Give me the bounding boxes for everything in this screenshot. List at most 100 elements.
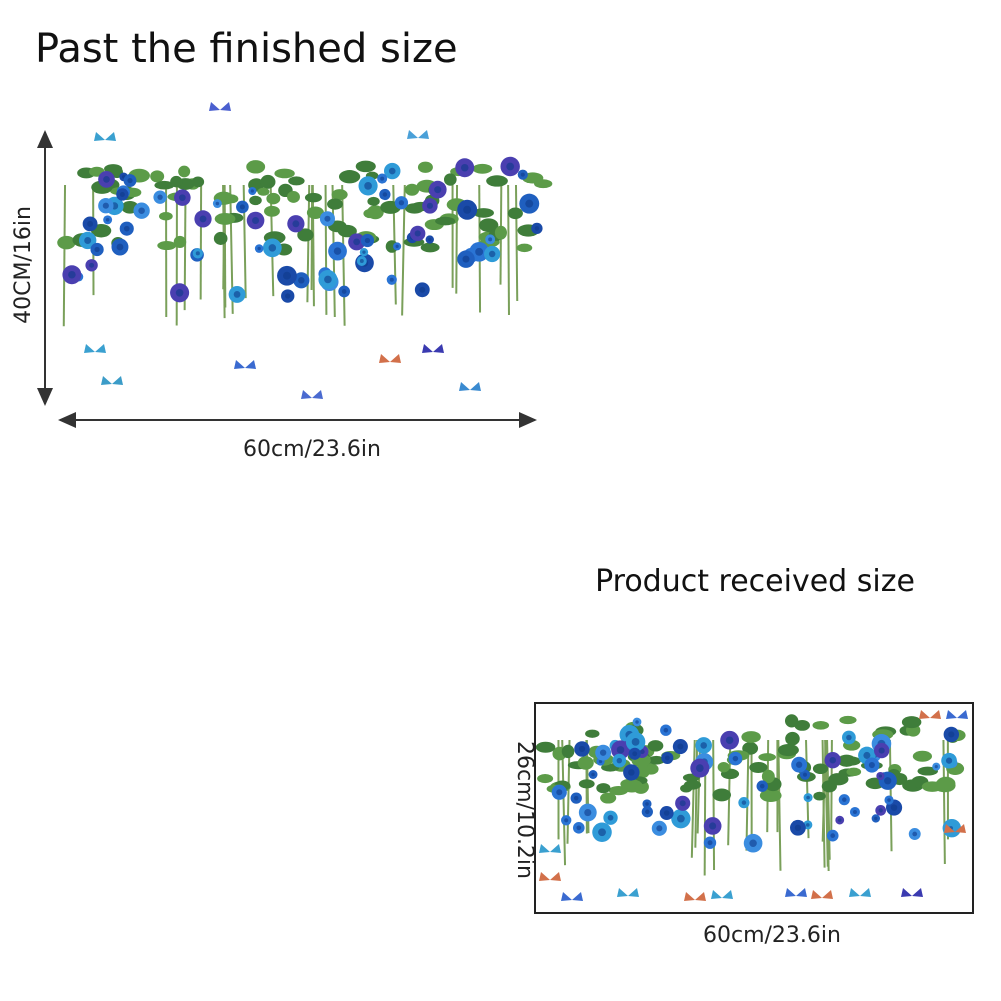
rose-center [525, 199, 534, 208]
rose-center [428, 237, 432, 242]
rose-center [677, 814, 685, 823]
rose-center [389, 277, 394, 282]
leaf [443, 173, 457, 186]
vine [777, 739, 782, 871]
rose-center [488, 250, 496, 258]
rose-center [759, 783, 765, 789]
vine [62, 184, 67, 327]
leaf [435, 216, 456, 226]
leaf [260, 174, 276, 189]
butterfly [84, 344, 106, 353]
leaf [777, 744, 799, 757]
rose-center [123, 225, 130, 232]
vine [311, 184, 315, 307]
rose-center [616, 746, 625, 754]
rose-center [794, 824, 802, 831]
section-title: Product received size [595, 564, 915, 599]
garland-illustration [535, 710, 968, 901]
rose-center [795, 761, 803, 768]
rose-center [252, 216, 260, 225]
leaf [839, 715, 857, 725]
rose-center [656, 825, 663, 832]
leaf [266, 192, 281, 205]
leaf [683, 780, 702, 790]
leaf [784, 714, 799, 728]
rose-center [696, 764, 704, 772]
leaf [749, 761, 768, 773]
rose-center [837, 818, 842, 822]
rose-center [749, 839, 757, 847]
height-label: 40CM/16in [11, 206, 36, 324]
rose-center [632, 751, 638, 757]
rose-center [250, 189, 254, 193]
rose-center [732, 755, 739, 762]
width-label: 60cm/23.6in [243, 437, 381, 462]
leaf [717, 762, 730, 773]
vine [745, 739, 750, 851]
leaf [404, 203, 424, 214]
rose-center [353, 238, 361, 246]
butterfly [944, 824, 966, 833]
rose-center [805, 823, 810, 827]
rose-center [426, 202, 434, 209]
rose-center [934, 765, 938, 769]
leaf [355, 160, 376, 173]
rose-center [663, 810, 670, 816]
leaf [912, 750, 933, 762]
rose-center [887, 798, 891, 802]
butterfly [684, 892, 706, 901]
rose-center [434, 186, 442, 194]
leaf [794, 719, 810, 731]
rose-center [195, 251, 200, 256]
butterfly [234, 360, 256, 369]
butterfly [811, 890, 833, 899]
rose-center [292, 220, 300, 228]
leaf [420, 242, 440, 253]
leaf [846, 767, 862, 777]
rose-center [878, 774, 883, 778]
butterfly [94, 132, 116, 141]
leaf [304, 192, 322, 203]
rose-center [359, 258, 364, 263]
leaf [561, 744, 575, 759]
rose-center [398, 200, 405, 206]
rose-center [268, 244, 277, 252]
rose-center [333, 247, 342, 255]
leaf [785, 731, 800, 746]
leaf [486, 175, 508, 187]
leaf [404, 183, 420, 196]
vine [561, 739, 567, 866]
leaf [337, 224, 357, 238]
leaf [647, 740, 664, 752]
butterfly [561, 892, 583, 901]
leaf [759, 788, 782, 803]
leaf [537, 774, 554, 784]
rose-center [380, 176, 385, 181]
vine [690, 739, 696, 858]
rose-center [829, 756, 837, 764]
rose-center [616, 757, 623, 764]
rose-center [364, 237, 371, 244]
rose-center [283, 271, 291, 280]
rose-center [419, 286, 426, 293]
rose-center [806, 795, 810, 800]
rose-center [599, 749, 607, 756]
rose-center [884, 777, 892, 785]
leaf [154, 180, 175, 190]
leaf [812, 763, 829, 775]
rose-center [945, 757, 953, 764]
leaf [173, 235, 187, 249]
butterfly [209, 102, 231, 111]
leaf [417, 161, 433, 173]
leaf [338, 170, 361, 184]
leaf [473, 208, 494, 218]
rose-center [506, 162, 515, 171]
height-label: 26cm/10.2in [512, 741, 537, 879]
rose-center [584, 808, 592, 817]
rose-center [868, 762, 875, 769]
leaf [257, 187, 270, 196]
vine [888, 739, 893, 852]
rose-center [127, 177, 133, 184]
rose-center [257, 246, 261, 251]
